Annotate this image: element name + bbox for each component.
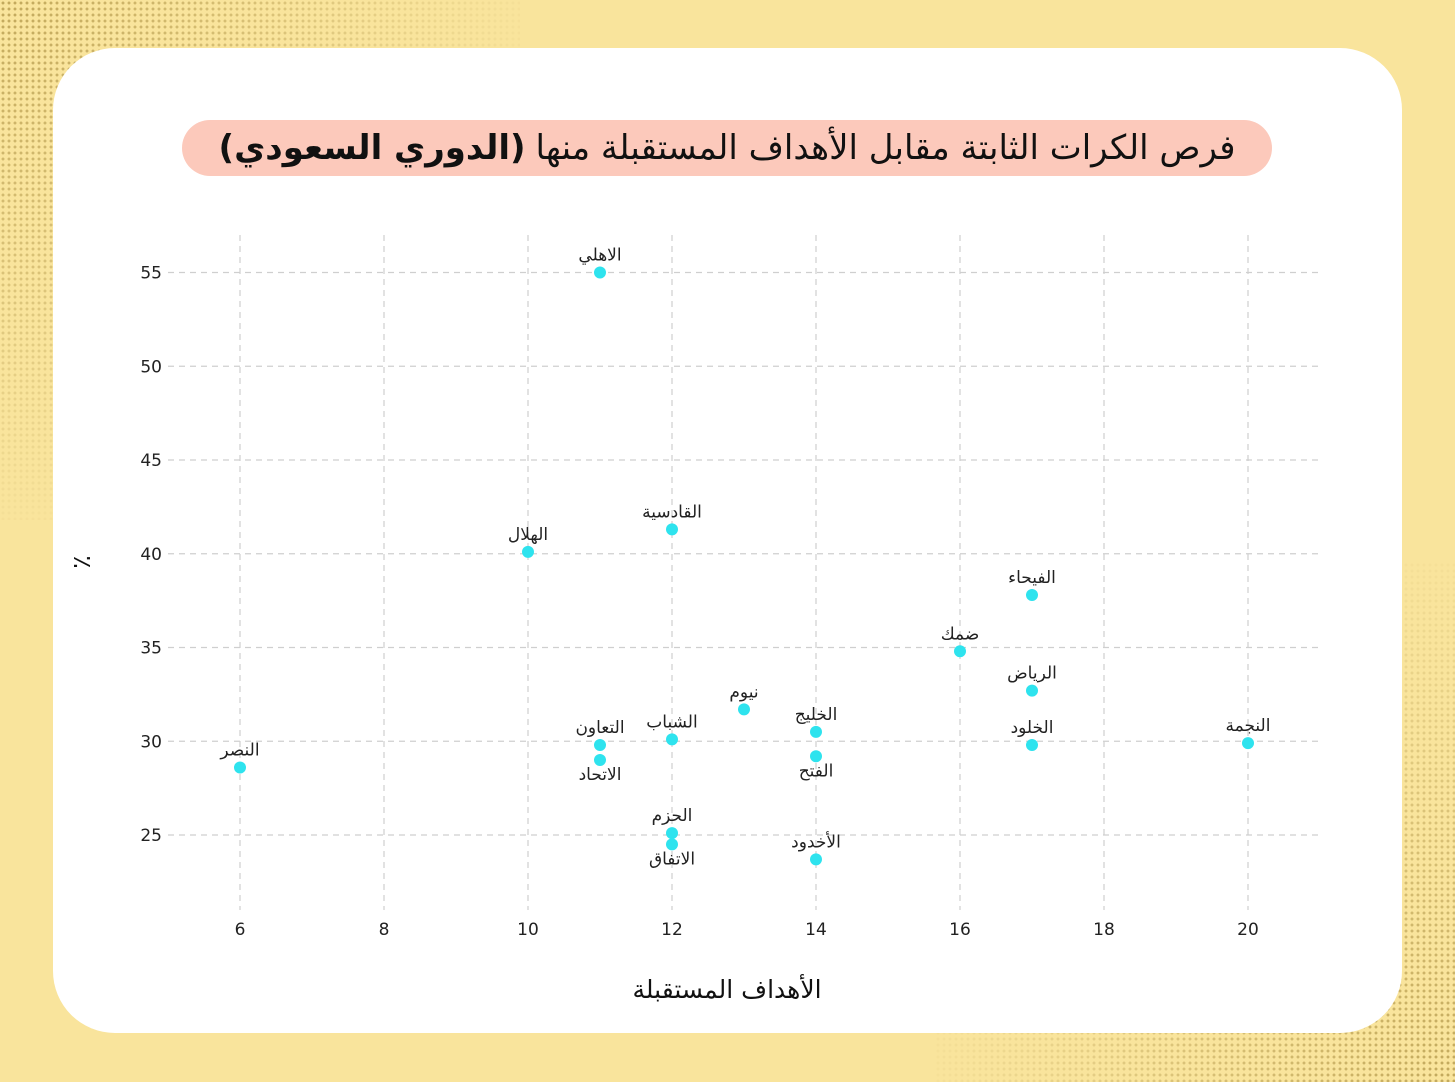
y-tick-label: 30	[140, 732, 162, 752]
x-tick-label: 20	[1237, 920, 1259, 940]
data-points: الاهلي القادسية الهلال الفيحاء ضمك الرياض نيوم…	[219, 246, 1270, 870]
data-point	[594, 266, 606, 279]
point-label: الخليج	[795, 705, 838, 725]
y-tick-label: 50	[140, 357, 162, 377]
x-tick-labels: 6 8 10 12 14 16 18 20	[235, 920, 1259, 940]
data-point	[234, 761, 246, 774]
data-point	[738, 703, 750, 716]
data-point	[666, 523, 678, 536]
x-tick-label: 16	[949, 920, 971, 940]
y-tick-labels: 25 30 35 40 45 50 55	[140, 264, 162, 847]
data-point	[810, 750, 822, 763]
data-point	[1242, 737, 1254, 750]
point-label: الاتحاد	[579, 765, 622, 785]
point-label: الاتفاق	[649, 849, 695, 869]
point-label: الأخدود	[791, 831, 841, 852]
y-tick-label: 40	[140, 545, 162, 565]
data-point	[594, 739, 606, 751]
chart-title-bold: (الدوري السعودي)	[218, 128, 526, 168]
data-point	[810, 725, 822, 738]
x-tick-label: 8	[379, 920, 390, 940]
x-tick-label: 12	[661, 920, 683, 940]
data-point	[666, 827, 678, 840]
point-label: التعاون	[575, 718, 624, 738]
y-tick-label: 25	[140, 826, 162, 846]
point-label: القادسية	[642, 502, 702, 522]
point-label: الحزم	[652, 806, 693, 826]
point-label: الرياض	[1007, 664, 1057, 684]
data-point	[666, 838, 678, 851]
point-label: النصر	[219, 741, 259, 761]
x-axis-label: الأهداف المستقبلة	[632, 973, 821, 1004]
point-label: النجمة	[1226, 716, 1271, 736]
point-label: الخلود	[1011, 718, 1054, 738]
point-label: ضمك	[941, 624, 980, 644]
y-axis-label: ٪	[67, 555, 96, 568]
x-tick-label: 10	[517, 920, 539, 940]
data-point	[1026, 589, 1038, 601]
point-label: الاهلي	[578, 246, 621, 266]
chart-title-main: فرص الكرات الثابتة مقابل الأهداف المستقب…	[535, 128, 1236, 168]
grid-lines	[168, 235, 1320, 910]
y-tick-label: 55	[140, 264, 162, 284]
data-point	[522, 545, 534, 558]
point-label: الفتح	[799, 761, 834, 781]
point-label: الفيحاء	[1008, 568, 1056, 588]
data-point	[1026, 739, 1038, 751]
x-tick-label: 6	[235, 920, 246, 940]
point-label: نيوم	[729, 682, 758, 702]
point-label: الشباب	[646, 712, 697, 732]
data-point	[810, 853, 822, 866]
data-point	[1026, 684, 1038, 697]
y-tick-label: 45	[140, 451, 162, 471]
data-point	[954, 645, 966, 658]
chart-card	[53, 48, 1402, 1033]
y-tick-label: 35	[140, 639, 162, 659]
x-tick-label: 14	[805, 920, 827, 940]
data-point	[666, 733, 678, 746]
point-label: الهلال	[508, 525, 548, 545]
x-tick-label: 18	[1093, 920, 1115, 940]
chart-title: فرص الكرات الثابتة مقابل الأهداف المستقب…	[182, 120, 1272, 176]
data-point	[594, 754, 606, 766]
